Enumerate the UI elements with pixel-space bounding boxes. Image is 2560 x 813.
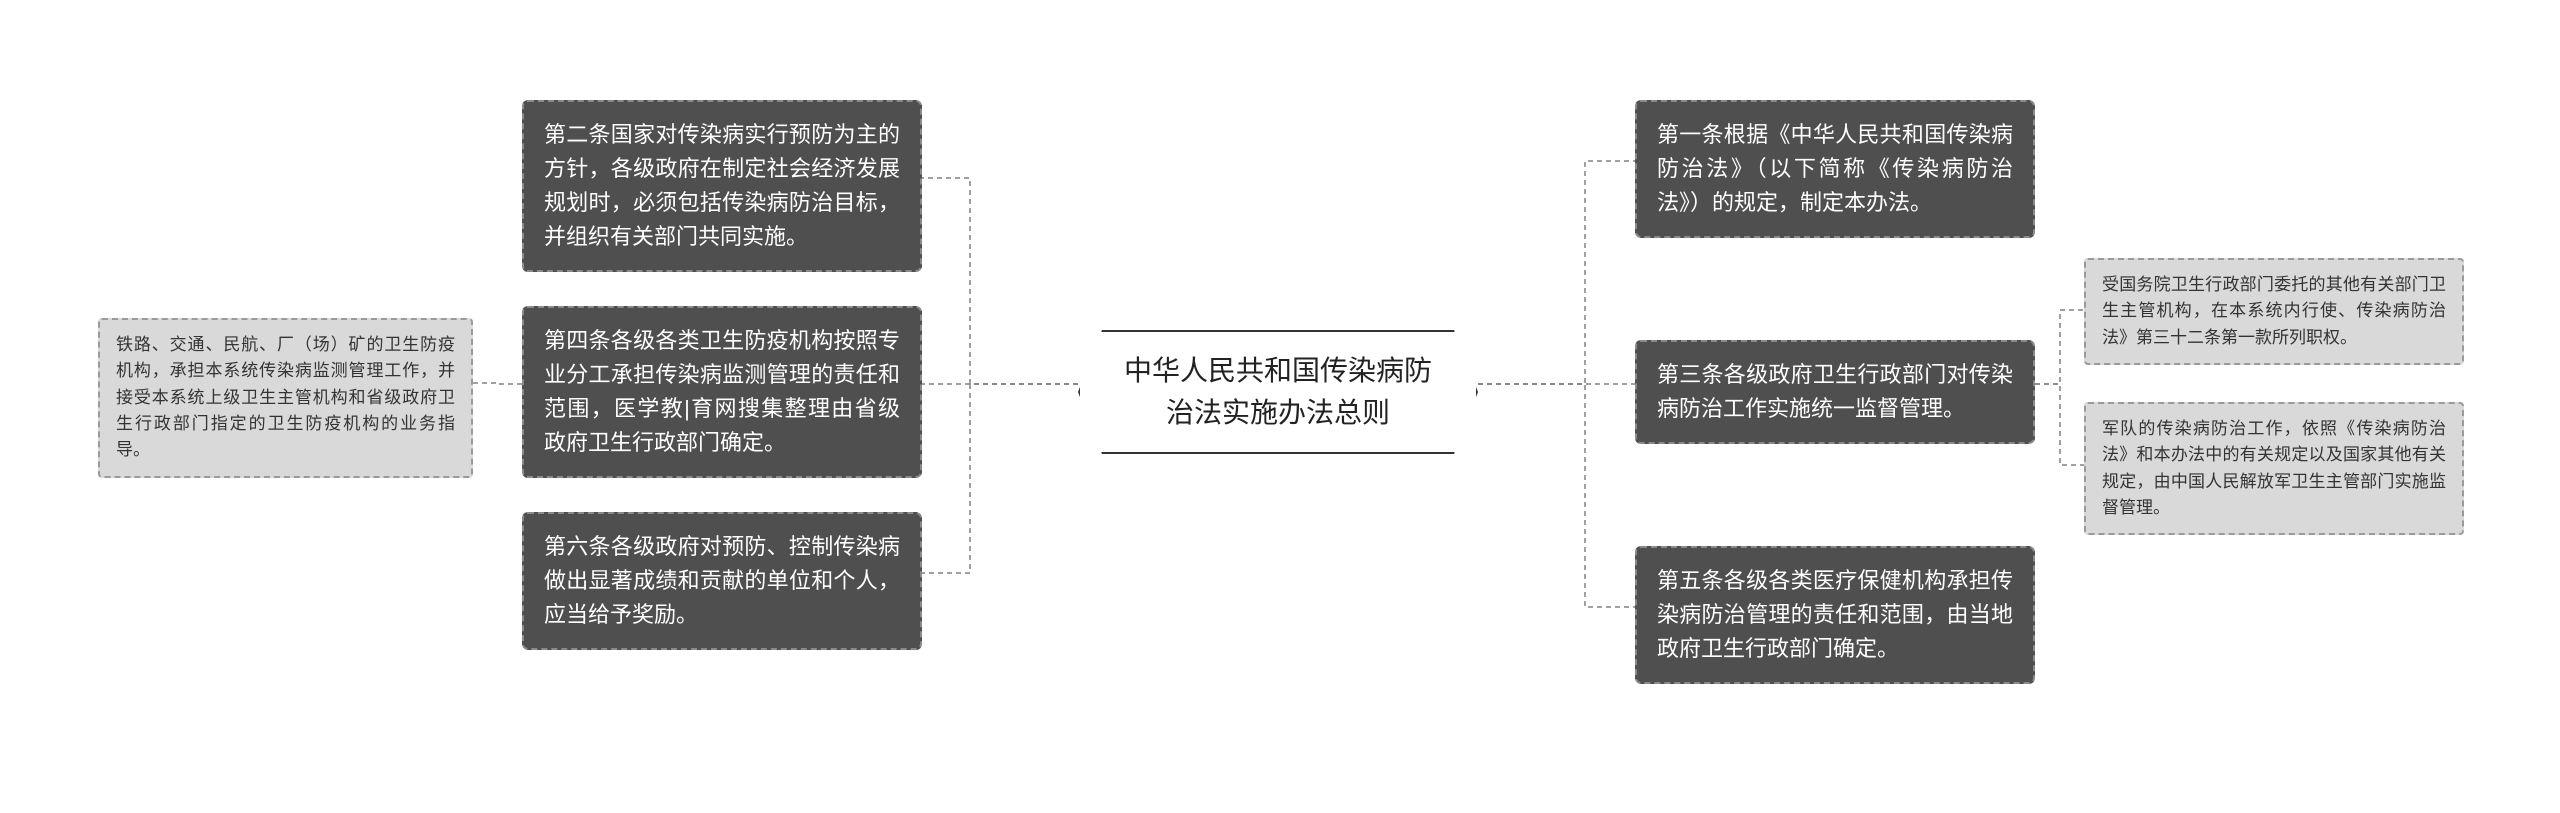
- connector: [922, 384, 1078, 573]
- connector: [1478, 161, 1635, 384]
- center-node: 中华人民共和国传染病防治法实施办法总则: [1078, 330, 1478, 454]
- connector: [922, 178, 1078, 384]
- connector: [2035, 310, 2084, 384]
- node-art3-sub1: 受国务院卫生行政部门委托的其他有关部门卫生主管机构，在本系统内行使、传染病防治法…: [2084, 258, 2464, 365]
- connector: [1478, 384, 1635, 607]
- node-art3-sub2: 军队的传染病防治工作，依照《传染病防治法》和本办法中的有关规定以及国家其他有关规…: [2084, 402, 2464, 535]
- node-art2: 第二条国家对传染病实行预防为主的方针，各级政府在制定社会经济发展规划时，必须包括…: [522, 100, 922, 272]
- node-art1: 第一条根据《中华人民共和国传染病防治法》（以下简称《传染病防治法》）的规定，制定…: [1635, 100, 2035, 238]
- node-art4: 第四条各级各类卫生防疫机构按照专业分工承担传染病监测管理的责任和范围，医学教|育…: [522, 306, 922, 478]
- node-art3: 第三条各级政府卫生行政部门对传染病防治工作实施统一监督管理。: [1635, 340, 2035, 444]
- connector: [2035, 384, 2084, 465]
- node-art5: 第五条各级各类医疗保健机构承担传染病防治管理的责任和范围，由当地政府卫生行政部门…: [1635, 546, 2035, 684]
- node-art4-sub: 铁路、交通、民航、厂（场）矿的卫生防疫机构，承担本系统传染病监测管理工作，并接受…: [98, 318, 473, 478]
- node-art6: 第六条各级政府对预防、控制传染病做出显著成绩和贡献的单位和个人，应当给予奖励。: [522, 512, 922, 650]
- connector: [473, 383, 522, 384]
- mindmap-canvas: 中华人民共和国传染病防治法实施办法总则 第二条国家对传染病实行预防为主的方针，各…: [0, 0, 2560, 813]
